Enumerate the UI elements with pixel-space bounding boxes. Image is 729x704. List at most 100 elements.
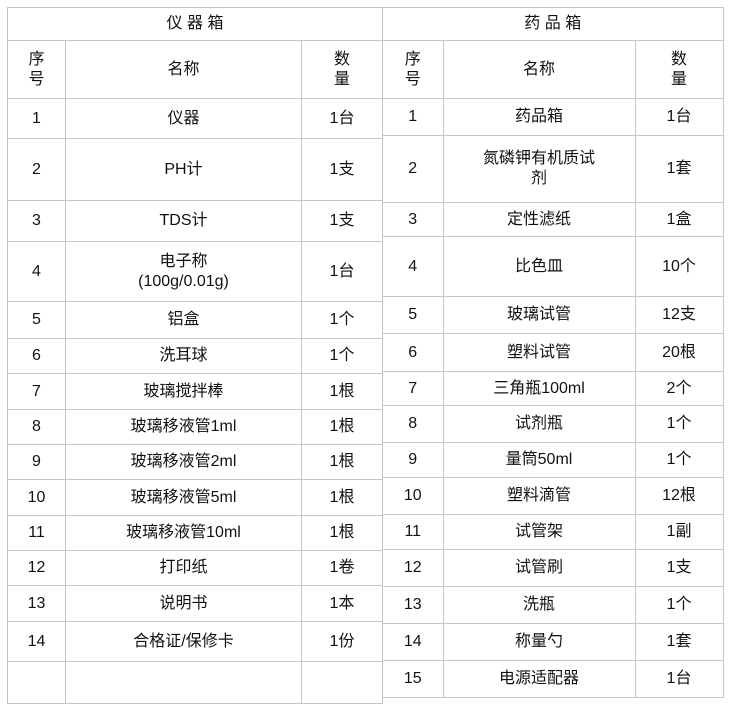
item-name-cell: 打印纸 bbox=[65, 550, 302, 586]
item-name-cell bbox=[65, 661, 302, 704]
table-row: 6 塑料试管 20根 bbox=[383, 333, 724, 372]
table-row: 6 洗耳球 1个 bbox=[7, 338, 383, 374]
item-name-cell: 电子称 (100g/0.01g) bbox=[65, 241, 302, 302]
table-title: 仪 器 箱 bbox=[7, 7, 383, 41]
item-name-cell: 玻璃移液管10ml bbox=[65, 515, 302, 551]
quantity-cell: 12根 bbox=[634, 477, 724, 515]
item-name-cell: 三角瓶100ml bbox=[442, 371, 636, 406]
item-name-cell: 玻璃移液管5ml bbox=[65, 479, 302, 516]
row-index-cell: 10 bbox=[7, 479, 66, 516]
row-index-cell: 9 bbox=[7, 444, 66, 480]
row-index-cell: 11 bbox=[383, 514, 444, 550]
quantity-cell: 1根 bbox=[301, 409, 383, 445]
table-row: 14 合格证/保修卡 1份 bbox=[7, 621, 383, 662]
table-row: 4 比色皿 10个 bbox=[383, 236, 724, 297]
item-name-cell: 合格证/保修卡 bbox=[65, 621, 302, 662]
table-row: 3 TDS计 1支 bbox=[7, 200, 383, 242]
item-name-cell: 玻璃试管 bbox=[442, 296, 636, 334]
quantity-cell: 1套 bbox=[634, 135, 724, 203]
row-index-cell: 8 bbox=[7, 409, 66, 445]
quantity-cell: 1本 bbox=[301, 585, 383, 622]
quantity-cell: 2个 bbox=[634, 371, 724, 406]
quantity-cell: 1个 bbox=[634, 405, 724, 443]
table-row: 12 试管刷 1支 bbox=[383, 549, 724, 587]
row-index-cell: 14 bbox=[383, 623, 444, 661]
row-index-cell: 1 bbox=[7, 98, 66, 139]
item-name-cell: 塑料试管 bbox=[442, 333, 636, 372]
quantity-cell: 1根 bbox=[301, 479, 383, 516]
quantity-cell: 1份 bbox=[301, 621, 383, 662]
quantity-cell: 1台 bbox=[301, 98, 383, 139]
col-header-name: 名称 bbox=[65, 40, 302, 99]
item-name-cell: 试管架 bbox=[442, 514, 636, 550]
table-row: 10 玻璃移液管5ml 1根 bbox=[7, 479, 383, 516]
table-row: 1 药品箱 1台 bbox=[383, 98, 724, 136]
item-name-cell: 塑料滴管 bbox=[442, 477, 636, 515]
item-name-cell: PH计 bbox=[65, 138, 302, 201]
item-name-cell: 药品箱 bbox=[442, 98, 636, 136]
quantity-cell: 1台 bbox=[634, 98, 724, 136]
item-name-cell: 试剂瓶 bbox=[442, 405, 636, 443]
table-row: 14 称量勺 1套 bbox=[383, 623, 724, 661]
row-index-cell: 9 bbox=[383, 442, 444, 478]
quantity-cell: 1个 bbox=[634, 586, 724, 624]
table-row: 13 说明书 1本 bbox=[7, 585, 383, 622]
row-index-cell: 4 bbox=[7, 241, 66, 302]
col-header-name: 名称 bbox=[442, 40, 636, 99]
quantity-cell: 1盒 bbox=[634, 202, 724, 237]
table-row: 3 定性滤纸 1盒 bbox=[383, 202, 724, 237]
table-row: 9 玻璃移液管2ml 1根 bbox=[7, 444, 383, 480]
item-name-cell: 玻璃搅拌棒 bbox=[65, 373, 302, 410]
row-index-cell: 11 bbox=[7, 515, 66, 551]
item-name-cell: 比色皿 bbox=[442, 236, 636, 297]
row-index-cell: 13 bbox=[7, 585, 66, 622]
quantity-cell: 12支 bbox=[634, 296, 724, 334]
instrument-box-table: 仪 器 箱序 号名称数 量 1 仪器 1台 2 PH计 1支 3 TDS计 1支 4 电子称 (100… bbox=[7, 7, 383, 704]
item-name-cell: TDS计 bbox=[65, 200, 302, 242]
item-name-cell: 定性滤纸 bbox=[442, 202, 636, 237]
item-name-cell: 洗瓶 bbox=[442, 586, 636, 624]
table-row: 8 玻璃移液管1ml 1根 bbox=[7, 409, 383, 445]
row-index-cell: 10 bbox=[383, 477, 444, 515]
row-index-cell: 6 bbox=[383, 333, 444, 372]
row-index-cell: 5 bbox=[383, 296, 444, 334]
item-name-cell: 量筒50ml bbox=[442, 442, 636, 478]
reagent-box-table: 药 品 箱序 号名称数 量 1 药品箱 1台 2 氮磷钾有机质试 剂 1套 3 定性滤纸 1盒 4 比… bbox=[383, 7, 724, 698]
quantity-cell bbox=[301, 661, 383, 704]
row-index-cell: 7 bbox=[7, 373, 66, 410]
table-title: 药 品 箱 bbox=[383, 7, 724, 41]
quantity-cell: 1根 bbox=[301, 444, 383, 480]
item-name-cell: 玻璃移液管2ml bbox=[65, 444, 302, 480]
row-index-cell: 8 bbox=[383, 405, 444, 443]
quantity-cell: 20根 bbox=[634, 333, 724, 372]
table-row: 5 铝盒 1个 bbox=[7, 301, 383, 339]
row-index-cell: 3 bbox=[383, 202, 444, 237]
quantity-cell: 1支 bbox=[301, 138, 383, 201]
table-row: 5 玻璃试管 12支 bbox=[383, 296, 724, 334]
table-row: 7 玻璃搅拌棒 1根 bbox=[7, 373, 383, 410]
table-row: 7 三角瓶100ml 2个 bbox=[383, 371, 724, 406]
item-name-cell: 电源适配器 bbox=[442, 660, 636, 698]
row-index-cell: 2 bbox=[7, 138, 66, 201]
item-name-cell: 说明书 bbox=[65, 585, 302, 622]
table-row: 1 仪器 1台 bbox=[7, 98, 383, 139]
row-index-cell bbox=[7, 661, 66, 704]
quantity-cell: 1个 bbox=[301, 338, 383, 374]
table-row: 11 试管架 1副 bbox=[383, 514, 724, 550]
quantity-cell: 1套 bbox=[634, 623, 724, 661]
col-header-index: 序 号 bbox=[7, 40, 66, 99]
row-index-cell: 7 bbox=[383, 371, 444, 406]
table-row: 9 量筒50ml 1个 bbox=[383, 442, 724, 478]
quantity-cell: 1支 bbox=[301, 200, 383, 242]
quantity-cell: 10个 bbox=[634, 236, 724, 297]
col-header-index: 序 号 bbox=[383, 40, 444, 99]
table-row: 11 玻璃移液管10ml 1根 bbox=[7, 515, 383, 551]
quantity-cell: 1根 bbox=[301, 373, 383, 410]
table-row: 10 塑料滴管 12根 bbox=[383, 477, 724, 515]
row-index-cell: 1 bbox=[383, 98, 444, 136]
row-index-cell: 12 bbox=[7, 550, 66, 586]
col-header-quantity: 数 量 bbox=[634, 40, 724, 99]
row-index-cell: 14 bbox=[7, 621, 66, 662]
table-row: 8 试剂瓶 1个 bbox=[383, 405, 724, 443]
